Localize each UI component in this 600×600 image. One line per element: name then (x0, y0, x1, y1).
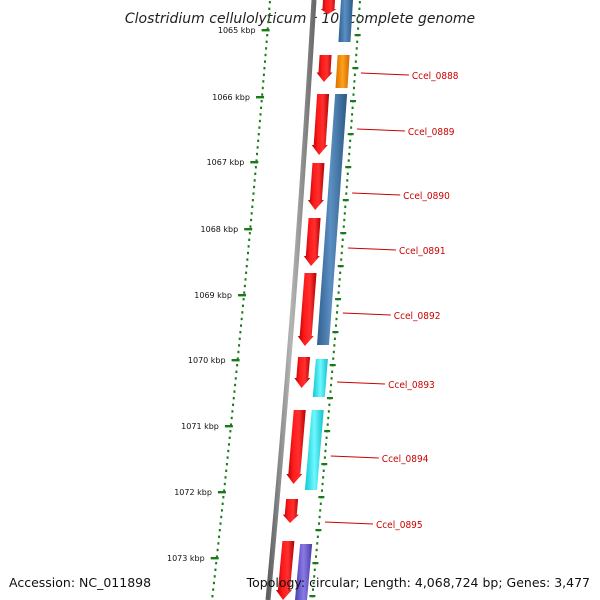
gene-label: Ccel_0889 (408, 127, 455, 138)
ruler-dotted-arc (211, 1, 271, 598)
feature-block (312, 359, 328, 397)
ruler-tick-label: 1068 kbp (201, 225, 239, 234)
feature-track (295, 0, 353, 600)
gene-label: Ccel_0890 (403, 191, 450, 202)
gene-leader-line (347, 247, 396, 251)
ruler-tick (231, 359, 240, 362)
ruler-tick-label: 1070 kbp (188, 356, 226, 365)
feature-block (295, 544, 313, 600)
gene-label: Ccel_0891 (399, 246, 446, 257)
gene-arrow-reverse (307, 163, 325, 210)
ruler-tick-label: 1067 kbp (207, 158, 245, 167)
ruler-tick (237, 294, 246, 297)
feature-block (338, 0, 353, 42)
gene-arrow-reverse (311, 94, 330, 155)
ruler-tick-label: 1069 kbp (194, 291, 232, 300)
ruler-tick-label: 1066 kbp (212, 93, 250, 102)
gene-arrow-reverse (294, 357, 311, 388)
ruler-tick-label: 1065 kbp (218, 26, 256, 35)
ruler-tick (224, 425, 233, 428)
gene-leader-line (360, 72, 409, 76)
topology-text: Topology: circular; Length: 4,068,724 bp… (246, 575, 590, 590)
feature-block (304, 410, 324, 490)
gene-arrow-reverse (316, 55, 333, 82)
reverse-strand-genes (275, 0, 337, 600)
ruler-tick (210, 557, 219, 560)
ruler-tick-label: 1071 kbp (181, 422, 219, 431)
gene-leader-line (356, 128, 405, 132)
right-dotted-arc (309, 1, 361, 598)
gene-leader-line (337, 381, 386, 385)
ruler-tick (217, 491, 226, 494)
gene-arrow-reverse (286, 410, 306, 484)
gene-arrow-reverse (303, 218, 321, 266)
feature-block (316, 94, 348, 345)
gene-arrow-reverse (320, 0, 337, 14)
gene-label: Ccel_0892 (394, 311, 441, 322)
ruler-tick (261, 29, 270, 32)
ruler-tick (250, 161, 259, 164)
feature-block (335, 55, 350, 88)
gene-arrow-reverse (275, 541, 295, 600)
gene-label: Ccel_0895 (376, 520, 423, 531)
gene-label: Ccel_0888 (412, 71, 459, 82)
gene-leader-line (330, 455, 379, 459)
ruler-tick-label: 1073 kbp (167, 554, 205, 563)
ruler-tick (244, 228, 253, 231)
map-title: Clostridium cellulolyticum H10, complete… (125, 11, 475, 27)
gene-label: Ccel_0893 (388, 380, 435, 391)
accession-text: Accession: NC_011898 (9, 575, 151, 590)
gene-labels: Ccel_0888 Ccel_0889 Ccel_0890 Ccel_0891 Ccel… (324, 71, 459, 531)
gene-arrow-reverse (282, 499, 299, 523)
gene-arrow-reverse (297, 273, 317, 346)
gene-leader-line (352, 192, 401, 196)
gene-leader-line (324, 521, 373, 525)
gene-leader-line (342, 312, 391, 316)
ruler-ticks: 1065 kbp 1066 kbp 1067 kbp 1068 kbp 1069 kbp… (167, 26, 270, 563)
ruler-tick (255, 96, 264, 99)
gene-label: Ccel_0894 (382, 454, 429, 465)
ruler-tick-label: 1072 kbp (174, 488, 212, 497)
backbone-track (265, 0, 317, 600)
